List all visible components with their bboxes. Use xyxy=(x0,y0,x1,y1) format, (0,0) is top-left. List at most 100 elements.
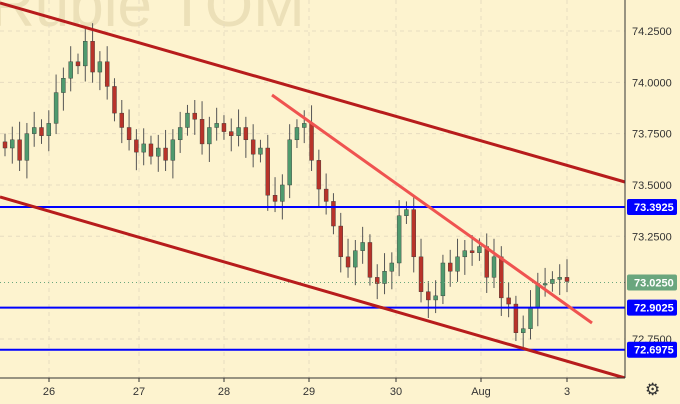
candle-body xyxy=(331,201,336,227)
candle-body xyxy=(360,242,365,251)
candle-body xyxy=(221,123,227,132)
candle-body xyxy=(24,133,30,161)
candle-body xyxy=(10,139,15,149)
candle-body xyxy=(185,112,190,128)
candle-body xyxy=(163,147,168,161)
candle-body xyxy=(542,283,548,286)
candle-body xyxy=(411,209,416,258)
candle-body xyxy=(177,127,183,141)
candle-body xyxy=(528,307,533,329)
candle-body xyxy=(104,61,110,87)
candle-body xyxy=(521,328,526,333)
candle-body xyxy=(207,127,212,145)
candle-body xyxy=(90,41,95,73)
candle-body xyxy=(170,139,176,161)
candle-body xyxy=(550,279,555,284)
candle-body xyxy=(440,262,446,297)
candle-body xyxy=(499,256,504,299)
y-tick-label: 73.2500 xyxy=(632,231,672,243)
candle-body xyxy=(265,147,270,196)
candle-body xyxy=(134,139,139,153)
channel-upper-trendline xyxy=(0,1,626,184)
candle-body xyxy=(53,92,59,124)
x-tick-label: 26 xyxy=(43,386,55,398)
level-price-label: 73.3925 xyxy=(634,202,674,214)
gear-icon[interactable]: ⚙ xyxy=(645,380,661,399)
y-tick-label: 73.7500 xyxy=(632,129,672,141)
candle-body xyxy=(323,188,329,202)
candle-body xyxy=(513,303,519,333)
x-tick-label: 27 xyxy=(133,386,145,398)
candle-body xyxy=(287,139,292,186)
candle-body xyxy=(156,147,161,157)
candle-body xyxy=(345,256,351,268)
y-tick-label: 74.2500 xyxy=(632,26,672,38)
candle-body xyxy=(338,225,343,258)
watermark: Ruble TOM xyxy=(0,0,305,40)
level-price-label-bg xyxy=(627,199,677,216)
channel-lower-trendline xyxy=(0,195,626,380)
candle-body xyxy=(39,127,44,136)
candle-body xyxy=(280,184,285,202)
candle-body xyxy=(258,147,263,155)
candle-body xyxy=(199,119,205,145)
candle-body xyxy=(448,262,453,272)
candle-body xyxy=(309,123,314,161)
candle-body xyxy=(192,112,197,120)
candle-body xyxy=(112,86,117,114)
candle-body xyxy=(68,61,73,79)
x-tick-label: 29 xyxy=(303,386,315,398)
candle-body xyxy=(316,160,322,190)
candle-body xyxy=(382,271,387,284)
candle-body xyxy=(2,141,8,149)
candle-body xyxy=(250,139,256,155)
x-tick-label: Aug xyxy=(471,386,491,398)
candle-body xyxy=(61,78,66,93)
level-price-label-bg xyxy=(627,341,677,358)
candle-body xyxy=(418,256,424,292)
x-tick-label: 28 xyxy=(218,386,230,398)
candle-body xyxy=(46,123,51,136)
candle-body xyxy=(477,246,482,253)
y-tick-label: 74.0000 xyxy=(632,77,672,89)
candle-body xyxy=(17,139,22,161)
x-tick-label: 3 xyxy=(564,386,570,398)
candle-body xyxy=(302,123,307,128)
candle-body xyxy=(148,143,154,157)
candle-body xyxy=(367,242,373,278)
candle-body xyxy=(243,127,249,141)
candle-body xyxy=(353,250,358,268)
y-tick-label: 73.5000 xyxy=(632,180,672,192)
candle-body xyxy=(294,127,300,141)
current-price-label-bg xyxy=(627,274,677,291)
level-price-label: 72.9025 xyxy=(634,303,674,315)
candle-body xyxy=(119,112,124,128)
candle-body xyxy=(396,215,402,264)
candle-body xyxy=(214,123,219,128)
candle-body xyxy=(404,209,409,216)
candle-body xyxy=(557,277,562,280)
candle-body xyxy=(272,195,278,202)
candle-body xyxy=(433,295,438,301)
current-price-label: 73.0250 xyxy=(634,277,674,289)
candle-body xyxy=(375,277,380,284)
time-axis xyxy=(0,378,680,404)
candle-body xyxy=(31,127,37,134)
level-price-label: 72.6975 xyxy=(634,345,674,357)
candle-body xyxy=(462,250,468,258)
candle-body xyxy=(426,291,431,301)
candle-body xyxy=(469,250,475,253)
candle-body xyxy=(83,41,88,67)
candle-body xyxy=(491,256,497,278)
candle-body xyxy=(126,127,132,141)
level-price-label-bg xyxy=(627,299,677,316)
candle-body xyxy=(75,61,81,67)
candle-body xyxy=(506,297,511,305)
candle-body xyxy=(141,143,146,153)
candle-body xyxy=(484,246,489,278)
candle-body xyxy=(229,131,234,136)
candle-body xyxy=(236,127,241,136)
candle-body xyxy=(564,277,570,282)
candle-body xyxy=(455,256,460,272)
